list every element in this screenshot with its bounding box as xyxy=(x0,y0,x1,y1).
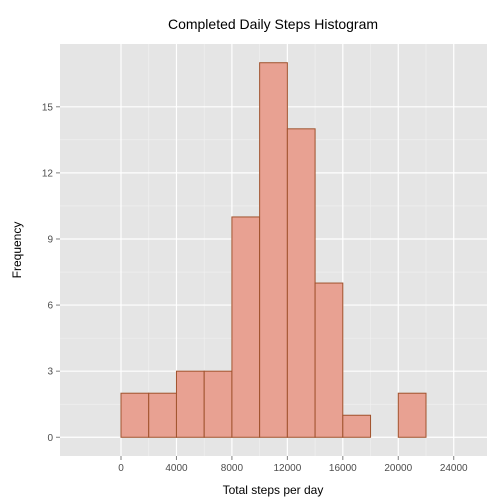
histogram-bar xyxy=(148,392,177,438)
y-tick-label: 6 xyxy=(47,301,53,312)
histogram-bar xyxy=(120,392,150,438)
x-tick-label: 12000 xyxy=(273,463,301,474)
histogram-bar xyxy=(342,414,372,438)
y-tick-label: 12 xyxy=(42,168,54,179)
x-tick-label: 20000 xyxy=(384,463,412,474)
y-tick-label: 15 xyxy=(42,102,54,113)
y-tick-label: 0 xyxy=(47,433,53,444)
x-tick-label: 24000 xyxy=(440,463,468,474)
histogram-bars xyxy=(120,62,427,438)
chart-title: Completed Daily Steps Histogram xyxy=(168,16,378,32)
x-tick-label: 0 xyxy=(118,463,124,474)
x-axis: 0 4000 8000 12000 16000 20000 24000 xyxy=(118,456,468,474)
y-axis-title: Frequency xyxy=(10,222,24,279)
histogram-bar xyxy=(259,62,288,438)
y-axis: 0 3 6 9 12 15 xyxy=(42,102,60,444)
x-axis-title: Total steps per day xyxy=(223,483,324,497)
histogram-bar xyxy=(397,392,427,438)
histogram-bar xyxy=(314,282,344,438)
histogram-bar xyxy=(286,128,316,438)
histogram-bar xyxy=(231,216,261,438)
histogram-bar xyxy=(175,370,205,438)
x-tick-label: 16000 xyxy=(329,463,357,474)
y-tick-label: 9 xyxy=(47,234,53,245)
x-tick-label: 4000 xyxy=(165,463,188,474)
histogram-bar xyxy=(203,370,233,438)
y-tick-label: 3 xyxy=(47,367,53,378)
x-tick-label: 8000 xyxy=(221,463,244,474)
